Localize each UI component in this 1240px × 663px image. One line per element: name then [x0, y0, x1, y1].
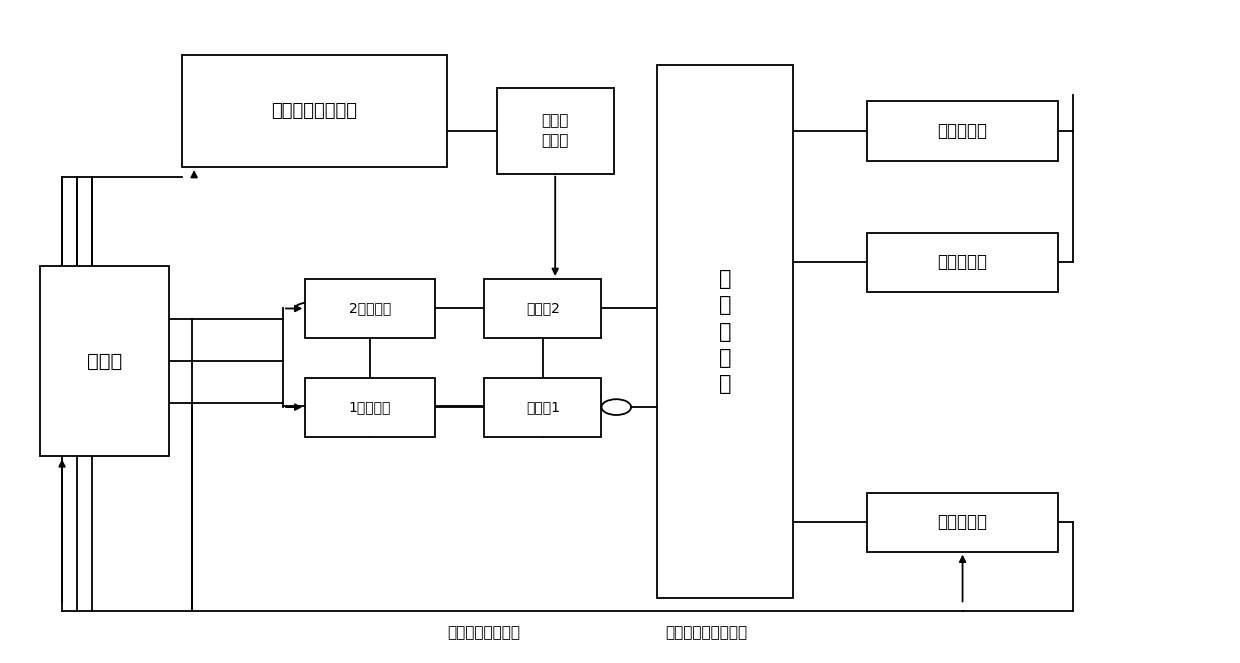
Text: 温度传感器: 温度传感器: [937, 253, 987, 271]
FancyBboxPatch shape: [484, 279, 601, 338]
Text: 电动泵1: 电动泵1: [526, 400, 559, 414]
Text: 2泵电磁阀: 2泵电磁阀: [348, 302, 391, 316]
Text: 滑
油
副
油
箱: 滑 油 副 油 箱: [719, 269, 732, 394]
FancyBboxPatch shape: [867, 233, 1058, 292]
FancyBboxPatch shape: [305, 377, 435, 437]
FancyBboxPatch shape: [867, 101, 1058, 160]
Text: 滑油加热器: 滑油加热器: [937, 513, 987, 531]
Text: 自循环
电磁阀: 自循环 电磁阀: [542, 113, 569, 149]
FancyBboxPatch shape: [496, 88, 614, 174]
Text: 各发短舱内滑油箱: 各发短舱内滑油箱: [272, 102, 357, 120]
Text: 1泵电磁阀: 1泵电磁阀: [348, 400, 391, 414]
FancyBboxPatch shape: [484, 377, 601, 437]
Text: 电动泵2: 电动泵2: [526, 302, 559, 316]
FancyBboxPatch shape: [182, 56, 448, 167]
Text: 副油箱滑油量信号: 副油箱滑油量信号: [448, 625, 521, 640]
FancyBboxPatch shape: [40, 266, 170, 456]
FancyBboxPatch shape: [867, 493, 1058, 552]
Text: 控制器: 控制器: [87, 351, 123, 371]
FancyBboxPatch shape: [305, 279, 435, 338]
Text: 油量传感器: 油量传感器: [937, 122, 987, 140]
Text: 副油箱滑油温度信号: 副油箱滑油温度信号: [666, 625, 748, 640]
FancyBboxPatch shape: [657, 65, 792, 598]
